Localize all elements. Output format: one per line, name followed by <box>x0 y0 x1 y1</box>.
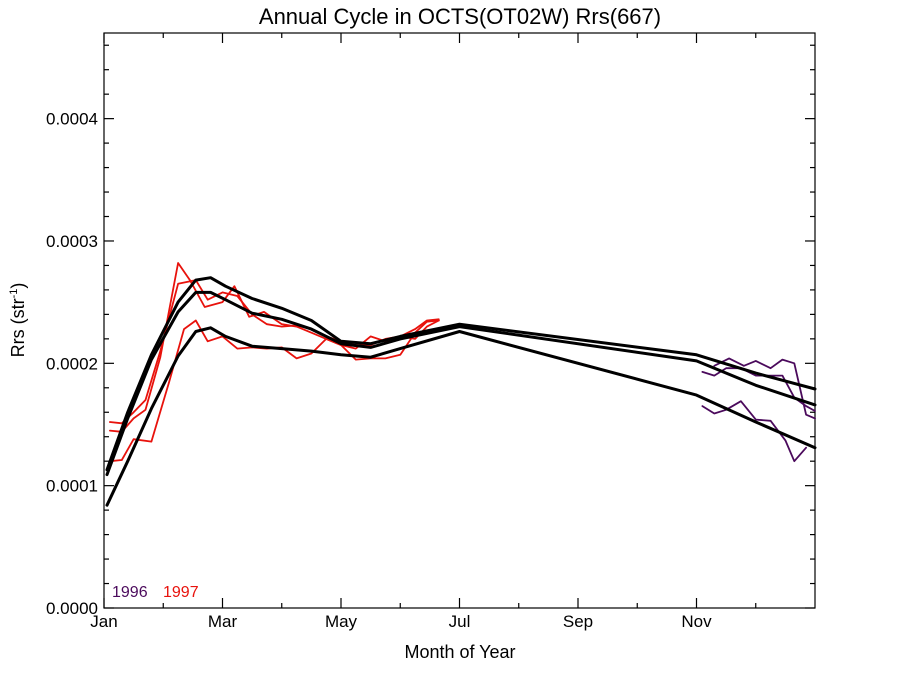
x-tick-label: Jan <box>90 612 117 631</box>
y-axis-label-superscript: -1 <box>8 289 20 299</box>
legend-item-1996: 1996 <box>112 584 148 601</box>
x-tick-label: May <box>325 612 358 631</box>
plot-frame <box>103 32 816 609</box>
x-tick-label: Sep <box>563 612 593 631</box>
y-tick-label: 0.0003 <box>46 232 98 251</box>
series-line-3 <box>713 357 816 420</box>
series-line-8 <box>105 290 817 477</box>
series-layer <box>105 262 817 507</box>
x-tick-label: Jul <box>449 612 471 631</box>
y-axis-label-suffix: ) <box>8 283 28 289</box>
legend-item-1997: 1997 <box>163 584 199 601</box>
series-line-9 <box>105 326 817 507</box>
y-tick-label: 0.0002 <box>46 354 98 373</box>
legend: 1996 1997 <box>112 584 199 601</box>
y-tick-label: 0.0000 <box>46 599 98 618</box>
series-line-1 <box>701 400 807 463</box>
y-axis-label-main: Rrs (str <box>8 298 28 357</box>
series-line-7 <box>105 276 817 472</box>
chart-title: Annual Cycle in OCTS(OT02W) Rrs(667) <box>259 4 661 29</box>
axis-ticks: Jan Mar May Jul Sep Nov 0.0000 0.0001 0.0002 0.00… <box>46 33 815 631</box>
y-tick-label: 0.0004 <box>46 110 98 129</box>
y-axis-label: Rrs (str-1) <box>8 283 28 358</box>
x-tick-label: Nov <box>681 612 712 631</box>
x-tick-label: Mar <box>208 612 238 631</box>
y-tick-label: 0.0001 <box>46 477 98 496</box>
x-axis-label: Month of Year <box>404 642 515 662</box>
